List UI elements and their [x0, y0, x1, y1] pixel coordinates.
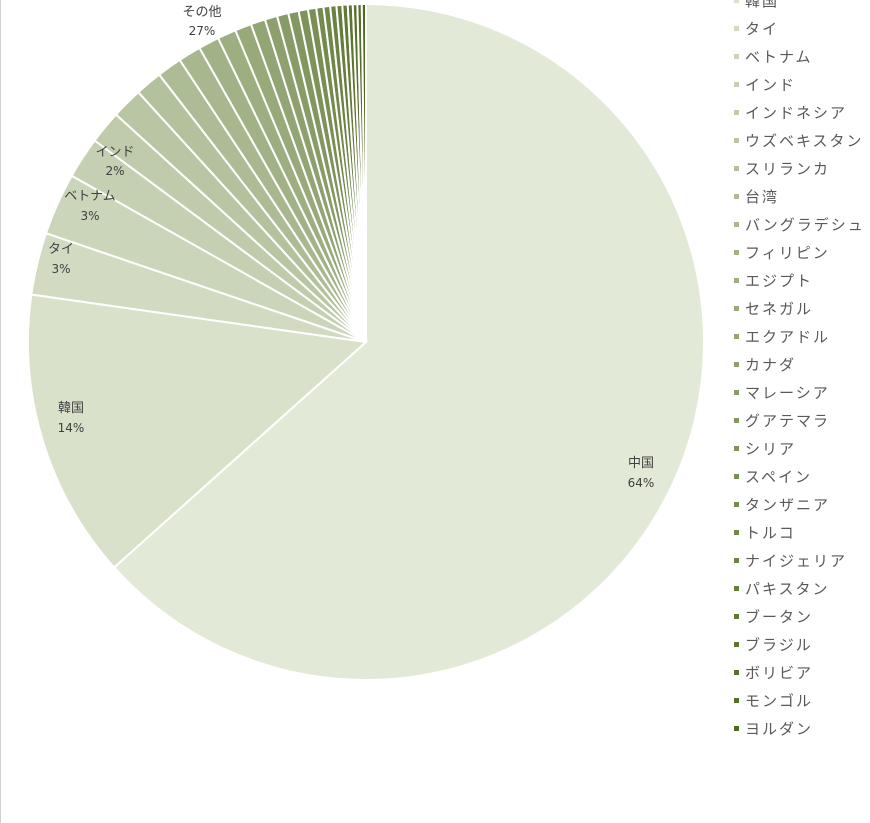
legend-swatch: [734, 277, 739, 283]
legend-label: マレーシア: [745, 383, 830, 402]
legend-swatch: [734, 165, 739, 171]
data-label-name: その他: [182, 5, 221, 20]
legend-item: トルコ: [734, 518, 870, 546]
legend-item: ヨルダン: [734, 714, 870, 742]
legend-label: スリランカ: [745, 159, 831, 178]
legend-swatch: [734, 361, 739, 367]
legend-item: モンゴル: [734, 686, 870, 714]
legend-label: ウズベキスタン: [745, 131, 864, 150]
legend-swatch: [734, 445, 739, 451]
legend-label: ボリビア: [745, 663, 814, 682]
legend-label: ブラジル: [745, 635, 813, 654]
legend-item: バングラデシュ: [734, 210, 870, 238]
legend-item: ブラジル: [734, 630, 870, 658]
legend-item: グアテマラ: [734, 406, 870, 434]
legend-label: バングラデシュ: [745, 215, 865, 234]
pie-slice: [112, 2, 705, 681]
data-label-percent: 3%: [51, 262, 70, 276]
legend-item: ベトナム: [734, 42, 870, 70]
legend-label: フィリピン: [745, 243, 830, 262]
legend-item: タンザニア: [734, 490, 870, 518]
legend-item: エクアドル: [734, 322, 870, 350]
pie-slice: [27, 293, 369, 569]
legend-label: インドネシア: [745, 103, 848, 122]
legend-swatch: [734, 193, 739, 199]
legend-item: スリランカ: [734, 154, 870, 182]
data-label-percent: 64%: [628, 476, 655, 490]
legend-item: マレーシア: [734, 378, 870, 406]
legend-item: エジプト: [734, 266, 870, 294]
data-label-name: 韓国: [58, 401, 84, 416]
data-label-name: 中国: [628, 456, 654, 471]
data-label-name: タイ: [48, 242, 74, 257]
legend-item: インドネシア: [734, 98, 870, 126]
legend-item: 台湾: [734, 182, 870, 210]
legend-swatch: [734, 641, 739, 647]
legend-label: モンゴル: [745, 691, 814, 710]
legend-label: インド: [745, 75, 797, 94]
legend-swatch: [734, 501, 739, 507]
data-label-percent: 3%: [80, 209, 99, 223]
legend-item: パキスタン: [734, 574, 870, 602]
legend-swatch: [734, 613, 739, 619]
legend-swatch: [734, 669, 739, 675]
legend-label: パキスタン: [745, 579, 830, 598]
legend-swatch: [734, 0, 739, 3]
data-label-percent: 2%: [105, 164, 124, 178]
legend-swatch: [734, 221, 739, 227]
legend-swatch: [734, 529, 739, 535]
legend-item: シリア: [734, 434, 870, 462]
legend-item: 韓国: [734, 0, 870, 14]
legend-label: グアテマラ: [745, 411, 831, 430]
legend-swatch: [734, 25, 739, 31]
legend-swatch: [734, 249, 739, 255]
legend-swatch: [734, 725, 739, 731]
data-label-percent: 14%: [58, 421, 85, 435]
data-label-percent: 27%: [189, 24, 216, 38]
legend-item: フィリピン: [734, 238, 870, 266]
legend-label: 台湾: [745, 187, 780, 206]
legend-swatch: [734, 697, 739, 703]
legend-swatch: [734, 109, 739, 115]
legend-item: スペイン: [734, 462, 870, 490]
legend-item: タイ: [734, 14, 870, 42]
legend-label: タンザニア: [745, 495, 831, 514]
legend-label: スペイン: [745, 467, 812, 486]
legend-swatch: [734, 137, 739, 143]
legend-label: エクアドル: [745, 327, 831, 346]
legend-swatch: [734, 305, 739, 311]
legend-label: セネガル: [745, 299, 814, 318]
legend-label: ブータン: [745, 607, 814, 626]
legend-item: ナイジェリア: [734, 546, 870, 574]
legend-swatch: [734, 417, 739, 423]
legend-label: ヨルダン: [745, 719, 814, 738]
legend-swatch: [734, 557, 739, 563]
legend-item: インド: [734, 70, 870, 98]
legend-swatch: [734, 81, 739, 87]
legend-item: ブータン: [734, 602, 870, 630]
legend-label: トルコ: [745, 523, 796, 542]
data-label-name: インド: [95, 145, 134, 160]
legend-label: シリア: [745, 439, 797, 458]
legend-label: ベトナム: [745, 47, 813, 66]
legend-swatch: [734, 473, 739, 479]
legend-label: エジプト: [745, 271, 814, 290]
legend-item: ウズベキスタン: [734, 126, 870, 154]
legend-label: ナイジェリア: [745, 551, 848, 570]
legend-label: カナダ: [745, 355, 797, 374]
legend-item: カナダ: [734, 350, 870, 378]
pie-slice: [360, 2, 367, 343]
legend-item: セネガル: [734, 294, 870, 322]
legend-swatch: [734, 389, 739, 395]
legend-swatch: [734, 53, 739, 59]
legend-label: 韓国: [745, 0, 780, 10]
legend-label: タイ: [745, 19, 780, 38]
data-label-name: ベトナム: [64, 189, 116, 204]
legend: 韓国 タイベトナムインドインドネシア ウズベキスタン スリランカ台湾バングラデシュフ…: [734, 0, 870, 742]
legend-swatch: [734, 585, 739, 591]
legend-swatch: [734, 333, 739, 339]
legend-item: ボリビア: [734, 658, 870, 686]
